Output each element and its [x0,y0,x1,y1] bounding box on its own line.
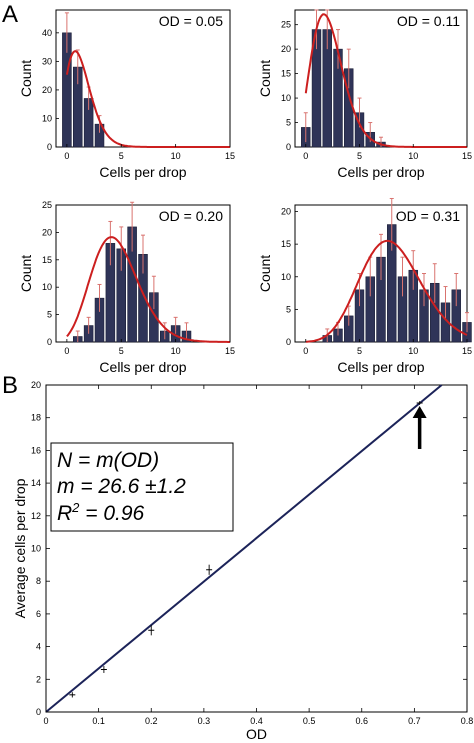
y-tick-label: 15 [281,69,291,79]
x-axis-label: Cells per drop [99,359,186,375]
poisson-fit-curve [66,236,230,343]
y-axis-label: Count [257,255,273,292]
x-tick-label: 0 [303,151,308,161]
x-tick-label: 0 [43,716,48,726]
y-tick-label: 5 [286,304,291,314]
arrow-head [412,405,427,418]
histogram-od-0-11: 0 5 10 15 0 5 10 15 20 25 OD = 0.11 Cells per drop C… [257,9,472,180]
x-tick-label: 0.8 [461,716,474,726]
od-label: OD = 0.20 [159,208,223,224]
od-vs-cells-scatter: 0 0.1 0.2 0.3 0.4 0.5 0.6 0.7 0.8 0 2 4 6 8 10 12 14 16 18… [12,380,473,742]
annotation-line-3: R2 = 0.96 [57,500,145,525]
y-tick-label: 4 [36,642,41,652]
od-label: OD = 0.11 [397,13,460,29]
y-tick-label: 30 [42,56,52,66]
annotation-line-1: N = m(OD) [57,449,159,472]
poisson-fit-curve [305,239,468,343]
y-axis-label: Count [18,60,34,97]
x-axis-label: Cells per drop [337,164,424,180]
panel-label-b: B [2,372,18,399]
y-tick-label: 20 [31,380,41,390]
regression-line [45,384,443,713]
y-tick-label: 15 [281,239,291,249]
y-tick-label: 14 [31,478,41,488]
y-tick-label: 20 [281,207,291,217]
y-tick-label: 15 [42,255,52,265]
y-tick-label: 5 [286,118,291,128]
x-tick-label: 0 [64,151,69,161]
y-axis-label: Count [257,60,273,97]
y-tick-label: 10 [281,272,291,282]
y-tick-label: 25 [42,200,52,210]
x-tick-label: 0.4 [250,716,263,726]
x-tick-label: 0 [303,346,308,356]
od-label: OD = 0.31 [396,208,460,224]
y-tick-label: 5 [47,310,52,320]
y-tick-label: 20 [281,44,291,54]
fit-annotation-box: N = m(OD) m = 26.6 ±1.2 R2 = 0.96 [50,442,234,532]
plot-frame [45,384,468,713]
x-tick-label: 0 [64,346,69,356]
y-tick-label: 16 [31,445,41,455]
x-tick-label: 0.1 [92,716,105,726]
x-tick-label: 15 [225,346,235,356]
y-tick-label: 0 [36,707,41,717]
y-tick-label: 10 [42,113,52,123]
x-tick-label: 10 [171,346,181,356]
x-tick-label: 0.7 [408,716,421,726]
y-axis-label: Average cells per drop [12,478,28,618]
od-label: OD = 0.05 [159,13,223,29]
x-tick-label: 10 [408,346,418,356]
x-tick-label: 15 [462,151,472,161]
x-tick-label: 5 [357,151,362,161]
y-tick-label: 20 [42,85,52,95]
y-tick-label: 0 [286,142,291,152]
y-tick-label: 12 [31,511,41,521]
x-axis-label: Cells per drop [337,359,424,375]
y-axis-label: Count [18,255,34,292]
y-tick-label: 20 [42,227,52,237]
y-tick-label: 8 [36,576,41,586]
x-tick-label: 0.5 [303,716,316,726]
histogram-od-0-20: 0 5 10 15 0 5 10 15 20 25 OD = 0.20 Cells per drop C… [18,200,235,375]
x-tick-label: 0.3 [198,716,211,726]
x-tick-label: 5 [119,346,124,356]
histogram-od-0-05: 0 5 10 15 0 10 20 30 40 OD = 0.05 Cells per drop Co… [18,9,235,180]
y-tick-label: 10 [31,544,41,554]
x-tick-label: 15 [462,346,472,356]
histogram-od-0-31: 0 5 10 15 0 5 10 15 20 OD = 0.31 Cells per drop Cou… [257,197,472,375]
x-tick-label: 0.6 [355,716,368,726]
x-tick-label: 5 [357,346,362,356]
y-tick-label: 2 [36,674,41,684]
x-axis-label: Cells per drop [99,164,186,180]
x-tick-label: 0.2 [145,716,158,726]
y-tick-label: 40 [42,28,52,38]
y-tick-label: 10 [42,282,52,292]
y-tick-label: 0 [47,337,52,347]
y-tick-label: 18 [31,413,41,423]
x-tick-label: 15 [225,151,235,161]
y-tick-label: 0 [286,337,291,347]
annotation-line-2: m = 26.6 ±1.2 [57,475,186,498]
y-tick-label: 10 [281,93,291,103]
x-tick-label: 10 [408,151,418,161]
x-tick-label: 10 [171,151,181,161]
poisson-fit-curve [65,50,230,148]
panel-label-a: A [2,1,18,28]
y-tick-label: 0 [47,142,52,152]
x-axis-label: OD [246,726,267,742]
y-tick-label: 25 [281,20,291,30]
poisson-fit-curve [304,13,467,148]
x-tick-label: 5 [119,151,124,161]
y-tick-label: 6 [36,609,41,619]
